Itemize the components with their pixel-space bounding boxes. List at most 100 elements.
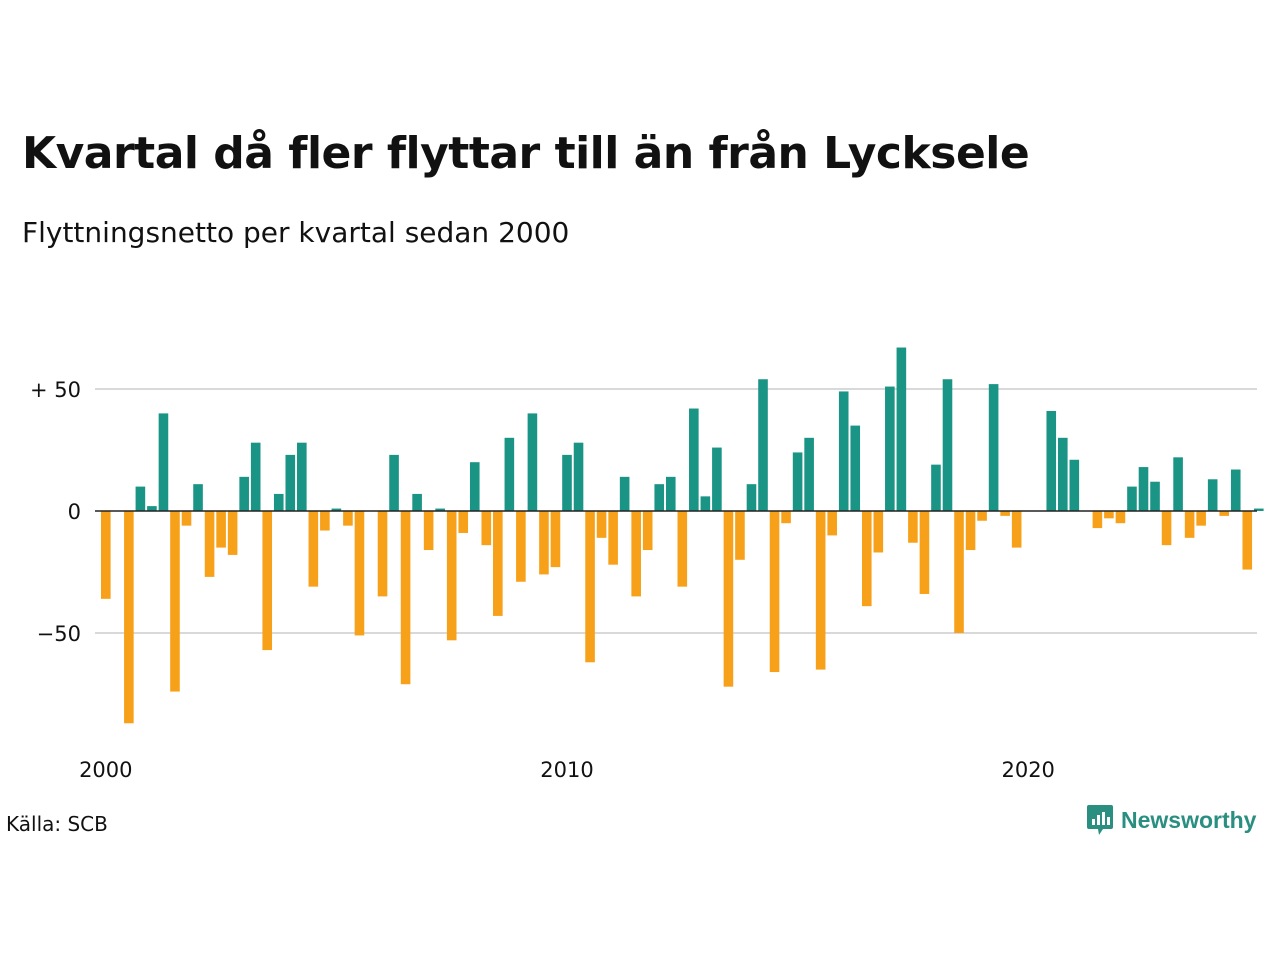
bar-2020K3: 2020K3: 41 — [1046, 410, 1057, 511]
newsworthy-logo-icon — [1087, 805, 1113, 835]
bar-2009K1: 2009K1: -29 — [516, 511, 526, 582]
net-migration-bar-chart: + 50 0 −50 2000K1: -36 2000K3: -872000K4: 1… — [30, 347, 1264, 782]
bar-2007K3: 2007K3: -53 — [446, 511, 457, 641]
grid-lines — [95, 388, 1257, 634]
bar-2005K2: 2005K2: -6 — [343, 511, 353, 526]
bar-2005K1: 2005K1: 1 — [331, 508, 342, 511]
bar-2024K2: 2024K2: -2 — [1219, 511, 1230, 516]
bar-2013K3: 2013K3: -72 — [723, 511, 734, 687]
bar-2014K4: 2014K4: -5 — [781, 511, 791, 524]
bar-2000K4: 2000K4: 10 — [135, 486, 146, 511]
x-tick-label: 2010 — [540, 758, 593, 782]
bar-2017K3: 2017K3: -13 — [908, 511, 918, 543]
bar-2012K2: 2012K2: 14 — [665, 476, 676, 511]
bar-2008K2: 2008K2: -14 — [481, 511, 492, 546]
bar-2004K3: 2004K3: -31 — [308, 511, 319, 587]
bar-2011K4: 2011K4: -16 — [642, 511, 653, 551]
bar-2022K4: 2022K4: 12 — [1150, 481, 1160, 511]
bar-2022K3: 2022K3: 18 — [1138, 467, 1149, 511]
bar-2006K1: 2006K1: -35 — [377, 511, 388, 597]
y-tick-label: + 50 — [30, 378, 81, 402]
bar-2012K4: 2012K4: 42 — [689, 408, 699, 511]
bar-2016K2: 2016K2: 35 — [850, 425, 861, 511]
bar-2008K3: 2008K3: -43 — [493, 511, 503, 616]
bar-2019K1: 2019K1: -4 — [977, 511, 987, 521]
bar-2011K3: 2011K3: -35 — [631, 511, 641, 597]
bar-2008K1: 2008K1: 20 — [469, 462, 480, 511]
bar-2000K3: 2000K3: -87 — [124, 511, 134, 724]
bar-2010K2: 2010K2: 28 — [573, 442, 584, 511]
bar-2002K1: 2002K1: 11 — [193, 484, 203, 511]
x-axis-tick-labels: 2000 2010 2020 — [79, 758, 1055, 782]
bar-2023K4: 2023K4: -6 — [1196, 511, 1206, 526]
bar-2010K3: 2010K3: -62 — [585, 511, 595, 663]
bar-2024K3: 2024K3: 17 — [1230, 469, 1241, 511]
bar-2010K4: 2010K4: -11 — [596, 511, 607, 538]
bar-2001K1: 2001K1: 2 — [147, 506, 157, 511]
bar-2016K4: 2016K4: -17 — [873, 511, 884, 553]
x-tick-label: 2020 — [1001, 758, 1054, 782]
bar-2008K4: 2008K4: 30 — [504, 437, 515, 511]
bar-2018K1: 2018K1: 19 — [931, 464, 941, 511]
bar-2019K3: 2019K3: -2 — [1000, 511, 1010, 516]
bar-2016K3: 2016K3: -39 — [861, 511, 872, 607]
bar-2023K2: 2023K2: 22 — [1173, 457, 1183, 511]
bar-2003K1: 2003K1: 14 — [239, 476, 249, 511]
bar-2021K3: 2021K3: -7 — [1092, 511, 1103, 529]
bar-2022K1: 2022K1: -5 — [1115, 511, 1126, 524]
bar-2003K3: 2003K3: -57 — [262, 511, 273, 651]
bar-2007K2: 2007K2: 1 — [435, 508, 445, 511]
bar-2023K1: 2023K1: -14 — [1161, 511, 1172, 546]
chart-title: Kvartal då fler flyttar till än från Lyc… — [22, 128, 1030, 179]
bar-2001K3: 2001K3: -74 — [170, 511, 180, 692]
bar-2015K1: 2015K1: 24 — [792, 452, 803, 511]
bar-2020K4: 2020K4: 30 — [1057, 437, 1068, 511]
y-tick-label: 0 — [68, 500, 81, 524]
bar-2023K3: 2023K3: -11 — [1184, 511, 1195, 538]
bar-2004K4: 2004K4: -8 — [320, 511, 330, 531]
bar-2024K4: 2024K4: -24 — [1242, 511, 1253, 570]
bar-2014K3: 2014K3: -66 — [769, 511, 780, 673]
bar-2019K4: 2019K4: -15 — [1011, 511, 1022, 548]
y-axis-tick-labels: + 50 0 −50 — [30, 378, 81, 646]
bar-2012K3: 2012K3: -31 — [677, 511, 688, 587]
bar-2001K2: 2001K2: 40 — [158, 413, 169, 511]
bar-2011K2: 2011K2: 14 — [619, 476, 630, 511]
bar-2009K3: 2009K3: -26 — [539, 511, 549, 575]
bar-2017K4: 2017K4: -34 — [919, 511, 930, 594]
bar-2021K1: 2021K1: 21 — [1069, 459, 1080, 511]
bar-2006K3: 2006K3: -71 — [400, 511, 411, 685]
bar-2017K2: 2017K2: 67 — [896, 347, 907, 511]
bar-2003K2: 2003K2: 28 — [250, 442, 261, 511]
bar-2003K4: 2003K4: 7 — [273, 493, 284, 511]
bar-2013K4: 2013K4: -20 — [735, 511, 745, 560]
bar-2006K2: 2006K2: 23 — [389, 454, 399, 511]
brand-name: Newsworthy — [1121, 806, 1257, 833]
bar-2015K3: 2015K3: -65 — [815, 511, 826, 670]
bar-2004K2: 2004K2: 28 — [297, 442, 307, 511]
bar-2019K2: 2019K2: 52 — [988, 384, 999, 511]
bar-2002K4: 2002K4: -18 — [227, 511, 238, 555]
bars: 2000K1: -36 2000K3: -872000K4: 102001K1: … — [101, 347, 1264, 724]
bar-2005K3: 2005K3: -51 — [354, 511, 365, 636]
bar-2021K4: 2021K4: -3 — [1104, 511, 1114, 519]
source-note: Källa: SCB — [6, 812, 108, 836]
bar-2025K1: 2025K1: 1 — [1254, 508, 1264, 511]
bar-2000K1: 2000K1: -36 — [101, 511, 111, 599]
bar-2024K1: 2024K1: 13 — [1207, 479, 1218, 511]
bar-2002K2: 2002K2: -27 — [204, 511, 215, 577]
bar-2014K2: 2014K2: 54 — [758, 379, 768, 511]
chart-subtitle: Flyttningsnetto per kvartal sedan 2000 — [22, 216, 570, 249]
bar-2016K1: 2016K1: 49 — [838, 391, 849, 511]
bar-2007K4: 2007K4: -9 — [458, 511, 469, 533]
bar-2001K4: 2001K4: -6 — [181, 511, 192, 526]
x-tick-label: 2000 — [79, 758, 132, 782]
y-tick-label: −50 — [37, 622, 81, 646]
bar-2009K4: 2009K4: -23 — [550, 511, 561, 568]
bar-2014K1: 2014K1: 11 — [746, 484, 757, 511]
brand-logo[interactable]: Newsworthy — [1086, 803, 1256, 837]
bar-2007K1: 2007K1: -16 — [423, 511, 434, 551]
bar-2013K2: 2013K2: 26 — [712, 447, 722, 511]
bar-2018K3: 2018K3: -50 — [954, 511, 964, 633]
bar-2013K1: 2013K1: 6 — [700, 496, 711, 511]
